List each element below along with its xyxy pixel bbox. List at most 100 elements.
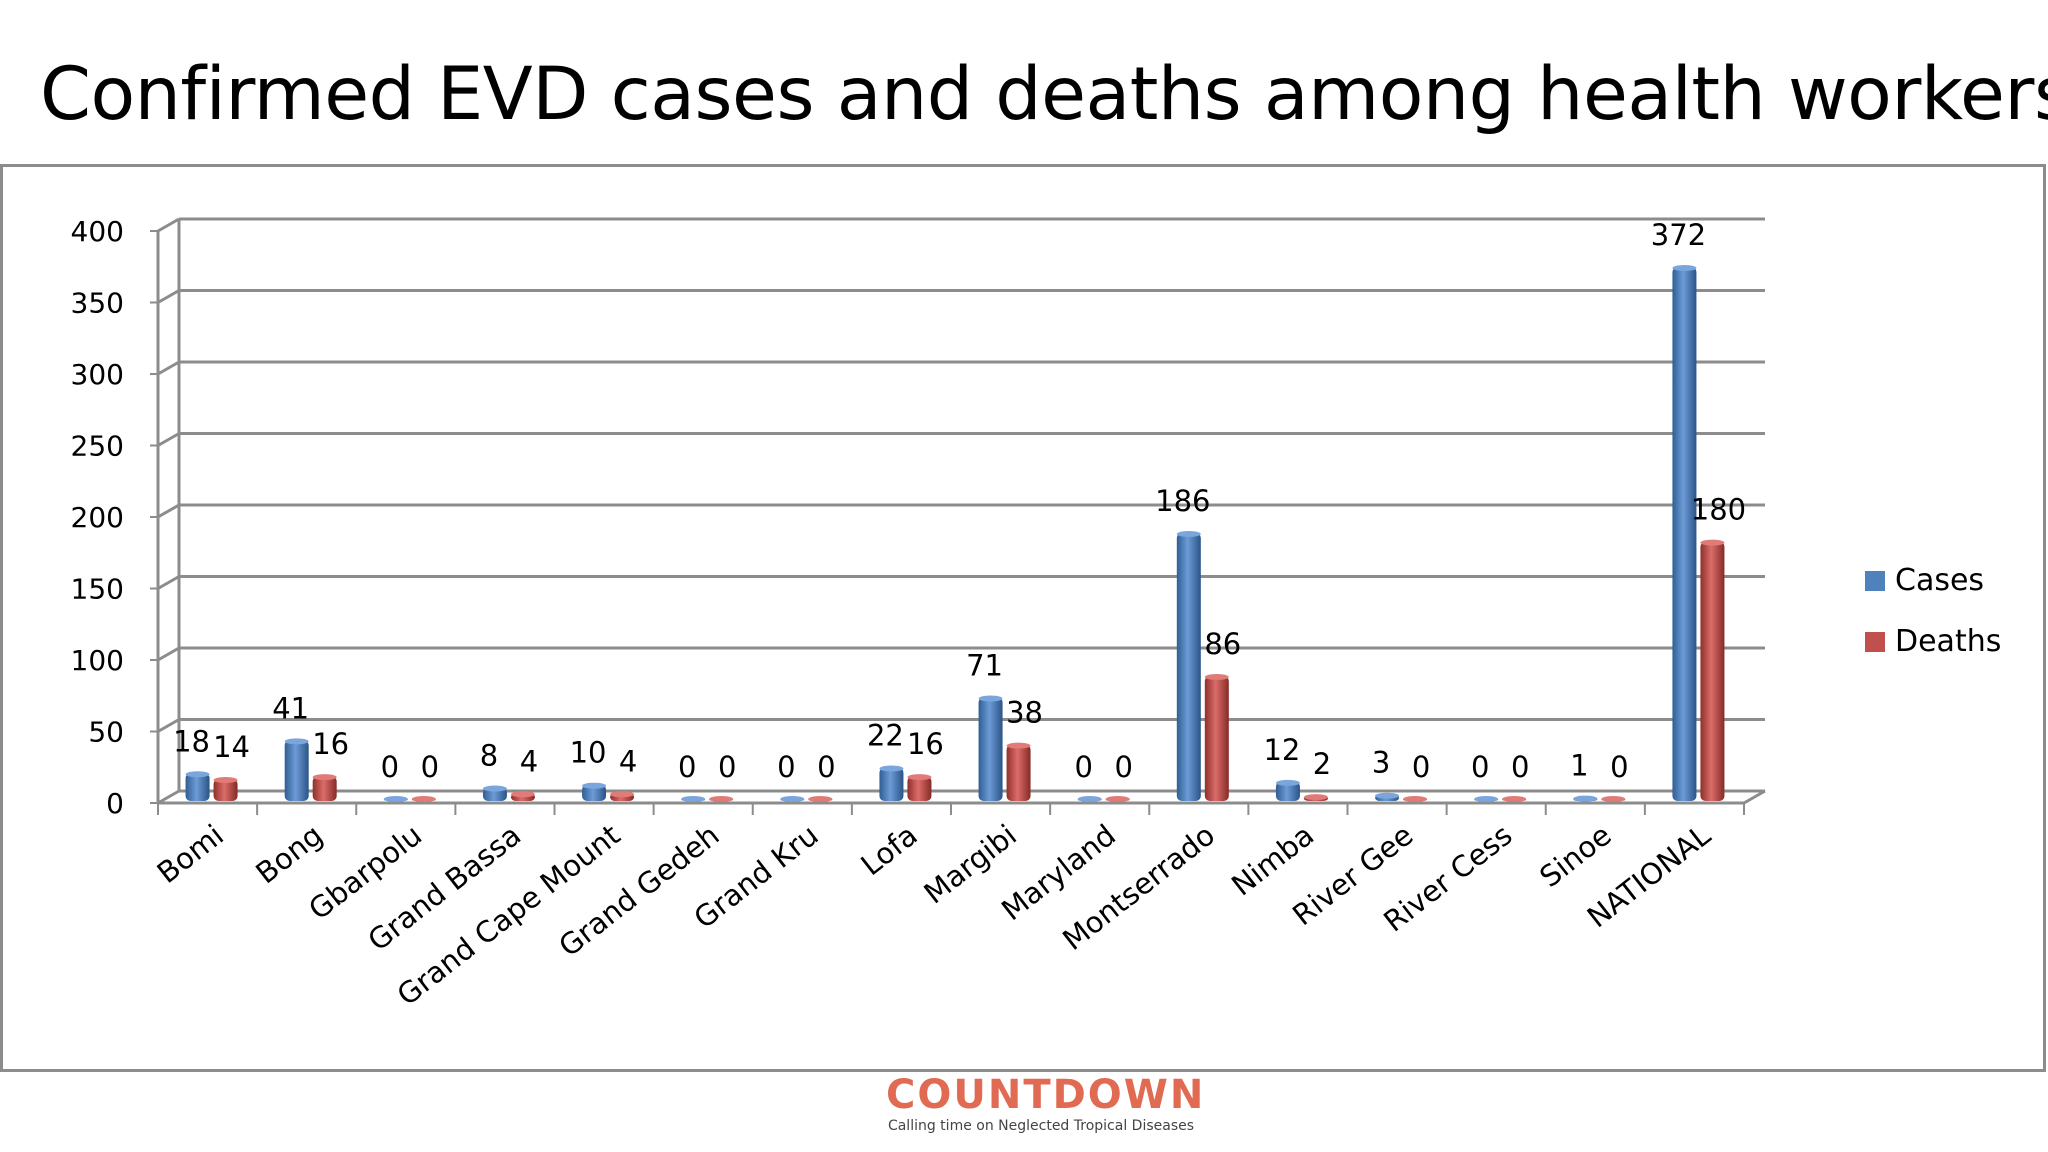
bar-deaths	[907, 776, 932, 801]
data-label-deaths: 0	[421, 750, 439, 784]
bar-cap-cases	[681, 796, 706, 802]
bar-cases	[582, 784, 607, 801]
data-label-cases: 41	[272, 691, 309, 725]
data-label-deaths: 86	[1204, 627, 1241, 661]
gridline-depth	[157, 718, 180, 733]
bar-cap-deaths	[808, 796, 833, 802]
bar-cap-cases	[978, 695, 1003, 702]
data-label-deaths: 2	[1313, 747, 1331, 781]
data-label-cases: 12	[1263, 733, 1300, 767]
bar-cap-deaths	[1105, 796, 1130, 802]
bar-cap-deaths	[312, 774, 337, 781]
y-tick-label: 200	[71, 501, 124, 534]
data-label-deaths: 0	[718, 750, 736, 784]
gridline-depth	[157, 432, 180, 447]
bar-cap-deaths	[411, 796, 436, 802]
bar-cap-cases	[284, 738, 309, 745]
chart-frame: 0 50 100 150 200 250 300 350 400 18 14 41 16 0 0 8 4 10 4…	[0, 164, 2046, 1072]
y-tick-label: 0	[106, 787, 124, 820]
y-tick-label: 50	[88, 716, 124, 749]
gridline-depth	[157, 789, 180, 805]
legend-label-deaths: Deaths	[1895, 624, 2001, 659]
x-tick-label: Bong	[249, 818, 329, 891]
x-tick-label: Bomi	[151, 818, 230, 890]
bar-cap-deaths	[1700, 539, 1725, 546]
data-label-cases: 1	[1570, 749, 1588, 783]
bar-cap-deaths	[1204, 674, 1229, 681]
bar-cases	[284, 740, 309, 801]
bar-cap-deaths	[610, 791, 635, 798]
data-label-cases: 0	[381, 750, 399, 784]
bar-deaths	[1204, 676, 1229, 801]
data-label-cases: 10	[570, 736, 607, 770]
legend-swatch-deaths	[1865, 632, 1885, 652]
data-label-deaths: 180	[1691, 493, 1746, 527]
data-label-deaths: 4	[619, 744, 637, 778]
data-label-cases: 22	[867, 719, 904, 753]
gridline-depth	[157, 503, 180, 519]
bar-cap-cases	[1275, 779, 1300, 786]
data-label-deaths: 0	[1114, 750, 1132, 784]
bar-deaths	[213, 778, 238, 801]
bar-cap-cases	[582, 782, 607, 789]
bar-deaths	[1700, 541, 1725, 801]
bar-cases	[978, 697, 1003, 801]
data-label-cases: 0	[777, 750, 795, 784]
data-label-cases: 18	[173, 724, 210, 758]
gridline-depth	[157, 360, 180, 376]
y-tick-label: 100	[71, 644, 124, 677]
x-axis-depth	[1743, 789, 1766, 805]
y-tick-label: 300	[71, 358, 124, 391]
data-label-cases: 0	[1074, 750, 1092, 784]
bar-cap-cases	[383, 796, 408, 802]
logo-wordmark: COUNTDOWN	[886, 1072, 1206, 1118]
bar-cap-cases	[1176, 531, 1201, 538]
bar-cap-deaths	[1303, 794, 1328, 801]
bar-deaths	[312, 776, 337, 801]
data-label-deaths: 0	[1511, 750, 1529, 784]
gridline-depth	[157, 575, 180, 590]
bar-cap-cases	[185, 771, 210, 778]
data-label-deaths: 0	[817, 750, 835, 784]
data-label-cases: 0	[1471, 750, 1489, 784]
logo-tagline: Calling time on Neglected Tropical Disea…	[887, 1118, 1195, 1134]
bar-cap-cases	[1672, 265, 1697, 272]
y-tick-label: 250	[71, 430, 124, 463]
x-tick-label: Sinoe	[1533, 818, 1617, 894]
y-tick-label: 400	[71, 215, 124, 248]
data-label-deaths: 38	[1006, 696, 1043, 730]
bar-cap-deaths	[1006, 742, 1031, 749]
y-tick-label: 150	[71, 573, 124, 606]
data-label-cases: 186	[1155, 484, 1210, 518]
bar-cap-deaths	[1502, 796, 1527, 802]
data-label-cases: 372	[1651, 218, 1706, 252]
slide-title: Confirmed EVD cases and deaths among hea…	[40, 52, 2048, 137]
gridline-depth	[157, 646, 180, 662]
legend-label-cases: Cases	[1895, 563, 1984, 598]
countdown-logo: COUNTDOWN Calling time on Neglected Trop…	[886, 1072, 1206, 1134]
bar-cases	[1176, 533, 1201, 801]
bar-cases	[879, 767, 904, 801]
legend-swatch-cases	[1865, 571, 1885, 591]
bar-cap-cases	[482, 785, 507, 792]
data-label-cases: 71	[966, 648, 1003, 682]
y-tick-label: 350	[71, 287, 124, 320]
data-label-cases: 8	[480, 739, 498, 773]
bar-cap-deaths	[709, 796, 734, 802]
data-label-deaths: 0	[1610, 750, 1628, 784]
bar-cap-deaths	[213, 776, 238, 783]
data-label-deaths: 14	[213, 730, 250, 764]
data-label-deaths: 4	[520, 744, 538, 778]
bar-cap-cases	[1474, 796, 1499, 802]
bar-cap-deaths	[1601, 796, 1626, 802]
bar-cap-deaths	[1403, 796, 1428, 802]
bar-cap-cases	[1375, 792, 1400, 799]
data-label-deaths: 16	[312, 727, 349, 761]
bar-cases	[1275, 781, 1300, 801]
bar-cap-cases	[1077, 796, 1102, 802]
data-label-cases: 0	[678, 750, 696, 784]
bar-cap-deaths	[510, 791, 535, 798]
bar-cap-cases	[1573, 795, 1598, 802]
data-label-deaths: 16	[907, 727, 944, 761]
